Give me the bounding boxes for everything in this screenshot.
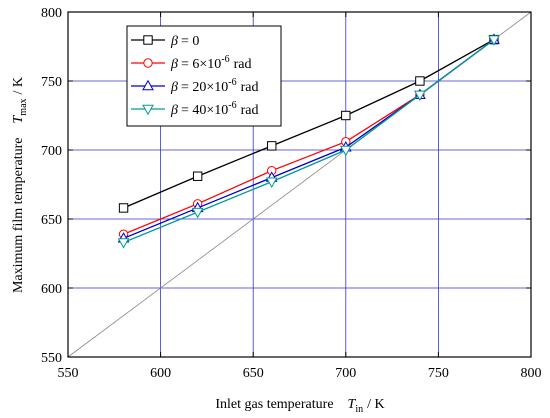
y-axis-label: Maximum film temperature Tmax / K: [11, 77, 29, 293]
y-axis-label-main: Maximum film temperature: [11, 138, 26, 294]
y-axis-label-unit: / K: [11, 77, 26, 95]
x-tick-label: 650: [243, 366, 264, 381]
legend-marker: [142, 104, 154, 116]
x-tick-label: 800: [521, 366, 542, 381]
legend-entry: β = 6×10-6 rad: [131, 54, 252, 72]
series-4: [117, 35, 500, 249]
x-tick-label: 550: [58, 366, 79, 381]
legend-marker: [142, 79, 154, 91]
data-point: [267, 141, 277, 151]
data-point: [415, 76, 425, 86]
legend-marker: [143, 35, 153, 45]
y-tick-label: 700: [41, 144, 62, 159]
series-line: [123, 39, 495, 209]
y-tick-label: 650: [41, 213, 62, 228]
legend-entry: β = 0: [131, 34, 199, 49]
x-axis-label-unit: / K: [367, 397, 385, 412]
x-tick-label: 750: [428, 366, 449, 381]
legend-label: β = 20×10-6 rad: [170, 77, 259, 95]
x-axis-label: Inlet gas temperature Tin / K: [215, 397, 384, 415]
y-axis-label-var: T: [11, 115, 26, 124]
y-tick-label: 750: [41, 75, 62, 90]
x-tick-label: 600: [150, 366, 171, 381]
x-axis-label-main: Inlet gas temperature: [215, 397, 333, 412]
legend-marker: [143, 58, 153, 68]
x-axis-label-sub: in: [355, 404, 363, 415]
data-point: [414, 90, 426, 102]
legend: β = 0 β = 6×10-6 rad β = 20×10-6 rad β = 40×10-6 r…: [126, 25, 282, 127]
data-point: [118, 203, 129, 213]
data-point: [192, 171, 203, 181]
x-axis-label-var: T: [348, 397, 357, 412]
svg-text:Maximum film temperatureTmax/: Maximum film temperature Tmax / K: [11, 77, 29, 293]
plot-frame: [67, 11, 532, 358]
y-tick-label: 800: [41, 6, 62, 21]
legend-entry: β = 20×10-6 rad: [131, 77, 259, 95]
y-tick-label: 600: [41, 282, 62, 297]
x-tick-label: 700: [335, 366, 356, 381]
data-point: [265, 177, 278, 188]
data-point: [341, 110, 351, 121]
data-point: [488, 35, 500, 46]
series-layer: [117, 33, 500, 249]
data-point: [191, 207, 204, 219]
legend-label: β = 6×10-6 rad: [170, 54, 252, 72]
legend-entry: β = 40×10-6 rad: [131, 100, 259, 118]
tick-layer: 550 600 650 700 750 800 550 600 650 700 750 800: [41, 6, 542, 381]
legend-label: β = 40×10-6 rad: [170, 100, 259, 118]
legend-label: β = 0: [170, 34, 199, 49]
data-point: [339, 145, 352, 157]
y-tick-label: 550: [41, 351, 62, 366]
data-point: [117, 238, 130, 249]
y-axis-label-sub: max: [18, 98, 29, 115]
series-line: [123, 39, 495, 244]
